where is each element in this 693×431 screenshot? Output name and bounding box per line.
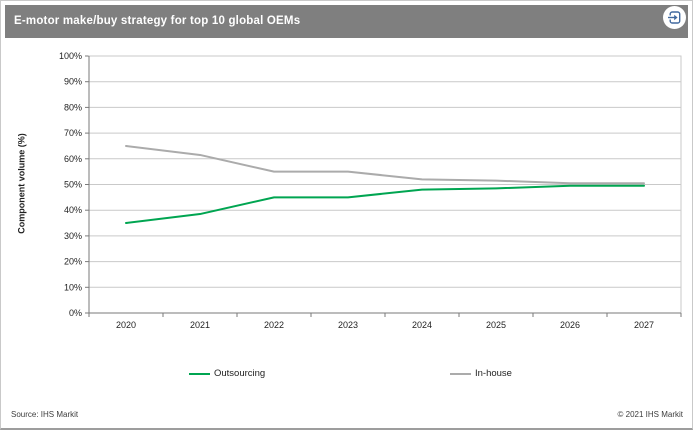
header-bar: E-motor make/buy strategy for top 10 glo… (5, 5, 688, 38)
y-tick-label: 0% (69, 308, 82, 318)
export-button[interactable] (663, 6, 686, 29)
source-text: Source: IHS Markit (11, 410, 79, 419)
x-tick-label: 2021 (190, 320, 210, 330)
x-tick-label: 2027 (634, 320, 654, 330)
legend-item-in-house: In-house (450, 368, 512, 379)
outsourcing-line-swatch (189, 372, 210, 375)
legend-label: In-house (475, 368, 512, 379)
y-tick-label: 70% (64, 128, 82, 138)
y-tick-label: 60% (64, 154, 82, 164)
series-line-outsourcing (125, 184, 645, 225)
y-tick-label: 100% (59, 51, 82, 61)
y-tick-label: 80% (64, 102, 82, 112)
y-tick-label: 40% (64, 205, 82, 215)
box-arrow-right-icon (667, 10, 682, 25)
y-tick-label: 10% (64, 282, 82, 292)
copyright-text: © 2021 IHS Markit (617, 410, 683, 419)
page-title: E-motor make/buy strategy for top 10 glo… (14, 15, 301, 27)
y-axis-title: Component volume (%) (16, 133, 27, 234)
legend-item-outsourcing: Outsourcing (189, 368, 265, 379)
x-tick-label: 2026 (560, 320, 580, 330)
x-tick-label: 2024 (412, 320, 432, 330)
in-house-line-swatch (450, 372, 471, 375)
y-tick-label: 20% (64, 257, 82, 267)
x-tick-label: 2023 (338, 320, 358, 330)
series-line-in-house (125, 144, 645, 185)
legend-label: Outsourcing (214, 368, 266, 379)
y-tick-label: 30% (64, 231, 82, 241)
y-tick-label: 90% (64, 77, 82, 87)
x-tick-label: 2025 (486, 320, 506, 330)
y-tick-label: 50% (64, 180, 82, 190)
x-tick-label: 2022 (264, 320, 284, 330)
x-tick-label: 2020 (116, 320, 136, 330)
